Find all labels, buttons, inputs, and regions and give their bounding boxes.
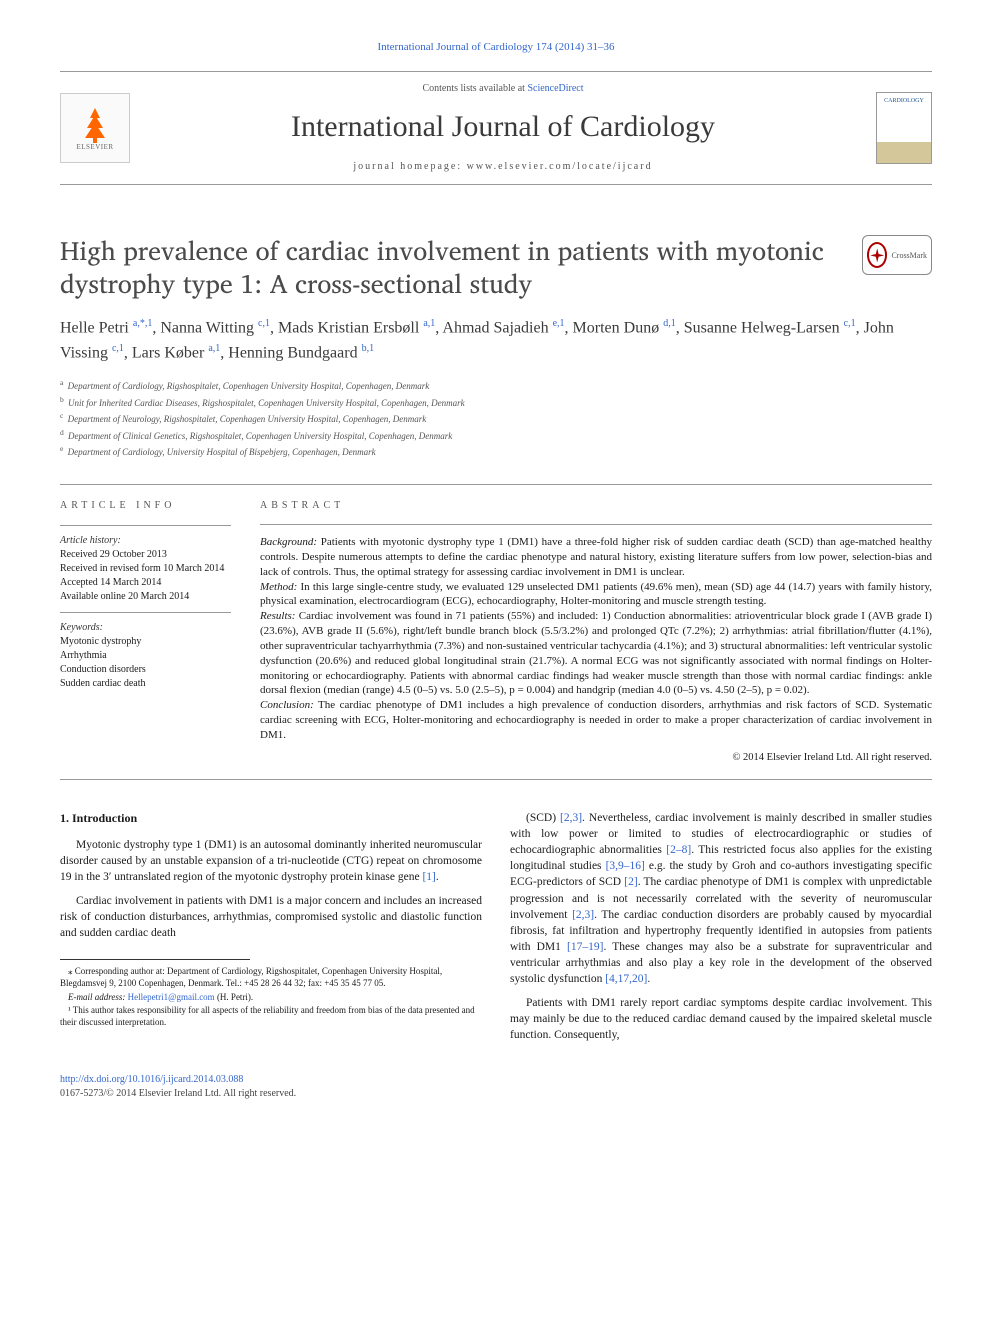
footnotes: ⁎ Corresponding author at: Department of… (60, 966, 482, 1028)
crossmark-icon (867, 242, 887, 268)
journal-header: ELSEVIER Contents lists available at Sci… (60, 71, 932, 185)
journal-title: International Journal of Cardiology (130, 106, 876, 148)
divider (260, 524, 932, 525)
contents-prefix: Contents lists available at (422, 83, 527, 94)
email-line: E-mail address: Hellepetri1@gmail.com (H… (60, 992, 482, 1004)
author-responsibility-note: ¹ This author takes responsibility for a… (60, 1005, 482, 1028)
history-line: Accepted 14 March 2014 (60, 576, 240, 590)
affiliation-line: d Department of Clinical Genetics, Rigsh… (60, 427, 932, 444)
elsevier-logo[interactable]: ELSEVIER (60, 93, 130, 163)
journal-cover-label: CARDIOLOGY (884, 97, 924, 105)
divider (60, 525, 231, 526)
footnote-separator (60, 959, 250, 960)
history-line: Received in revised form 10 March 2014 (60, 562, 240, 576)
doi-link[interactable]: http://dx.doi.org/10.1016/j.ijcard.2014.… (60, 1074, 243, 1085)
history-line: Received 29 October 2013 (60, 548, 240, 562)
intro-heading: 1. Introduction (60, 810, 482, 827)
affiliation-line: b Unit for Inherited Cardiac Diseases, R… (60, 394, 932, 411)
authors-list: Helle Petri a,*,1, Nanna Witting c,1, Ma… (60, 316, 932, 365)
affiliation-line: e Department of Cardiology, University H… (60, 443, 932, 460)
abstract-part: Conclusion: The cardiac phenotype of DM1… (260, 698, 932, 743)
crossmark-label: CrossMark (891, 250, 927, 261)
affiliation-line: c Department of Neurology, Rigshospitale… (60, 410, 932, 427)
article-title: High prevalence of cardiac involvement i… (60, 235, 862, 300)
elsevier-label: ELSEVIER (76, 143, 113, 153)
body-paragraph: Myotonic dystrophy type 1 (DM1) is an au… (60, 837, 482, 885)
sciencedirect-link[interactable]: ScienceDirect (527, 83, 583, 94)
article-history: Article history: Received 29 October 201… (60, 534, 240, 604)
abstract-heading: abstract (260, 499, 932, 513)
header-center: Contents lists available at ScienceDirec… (130, 82, 876, 174)
journal-homepage[interactable]: journal homepage: www.elsevier.com/locat… (130, 160, 876, 174)
keyword: Conduction disorders (60, 663, 240, 677)
journal-cover-thumbnail[interactable]: CARDIOLOGY (876, 92, 932, 164)
abstract-body: Background: Patients with myotonic dystr… (260, 535, 932, 743)
contents-line: Contents lists available at ScienceDirec… (130, 82, 876, 96)
affiliation-line: a Department of Cardiology, Rigshospital… (60, 377, 932, 394)
keywords-block: Keywords: Myotonic dystrophyArrhythmiaCo… (60, 621, 240, 691)
divider (60, 612, 231, 613)
journal-citation[interactable]: International Journal of Cardiology 174 … (60, 40, 932, 55)
keyword: Myotonic dystrophy (60, 635, 240, 649)
keyword: Sudden cardiac death (60, 677, 240, 691)
email-suffix: (H. Petri). (215, 992, 254, 1002)
abstract-part: Background: Patients with myotonic dystr… (260, 535, 932, 580)
abstract-part: Method: In this large single-centre stud… (260, 580, 932, 610)
history-line: Available online 20 March 2014 (60, 590, 240, 604)
crossmark-badge[interactable]: CrossMark (862, 235, 932, 275)
author-email-link[interactable]: Hellepetri1@gmail.com (128, 992, 215, 1002)
history-label: Article history: (60, 534, 240, 548)
article-info-column: article info Article history: Received 2… (60, 499, 260, 765)
article-info-heading: article info (60, 499, 240, 513)
abstract-column: abstract Background: Patients with myoto… (260, 499, 932, 765)
page-footer: http://dx.doi.org/10.1016/j.ijcard.2014.… (60, 1073, 932, 1101)
body-paragraph: (SCD) [2,3]. Nevertheless, cardiac invol… (510, 810, 932, 987)
body-paragraph: Patients with DM1 rarely report cardiac … (510, 995, 932, 1043)
keyword: Arrhythmia (60, 649, 240, 663)
abstract-part: Results: Cardiac involvement was found i… (260, 609, 932, 698)
info-abstract-section: article info Article history: Received 2… (60, 484, 932, 780)
body-text: 1. Introduction Myotonic dystrophy type … (60, 810, 932, 1043)
affiliations-list: a Department of Cardiology, Rigshospital… (60, 377, 932, 460)
title-row: High prevalence of cardiac involvement i… (60, 235, 932, 300)
email-label: E-mail address: (68, 992, 128, 1002)
elsevier-tree-icon (75, 103, 115, 143)
body-paragraph: Cardiac involvement in patients with DM1… (60, 893, 482, 941)
footer-copyright: 0167-5273/© 2014 Elsevier Ireland Ltd. A… (60, 1087, 932, 1101)
corresponding-author-note: ⁎ Corresponding author at: Department of… (60, 966, 482, 989)
keywords-label: Keywords: (60, 621, 240, 635)
abstract-copyright: © 2014 Elsevier Ireland Ltd. All right r… (260, 751, 932, 765)
